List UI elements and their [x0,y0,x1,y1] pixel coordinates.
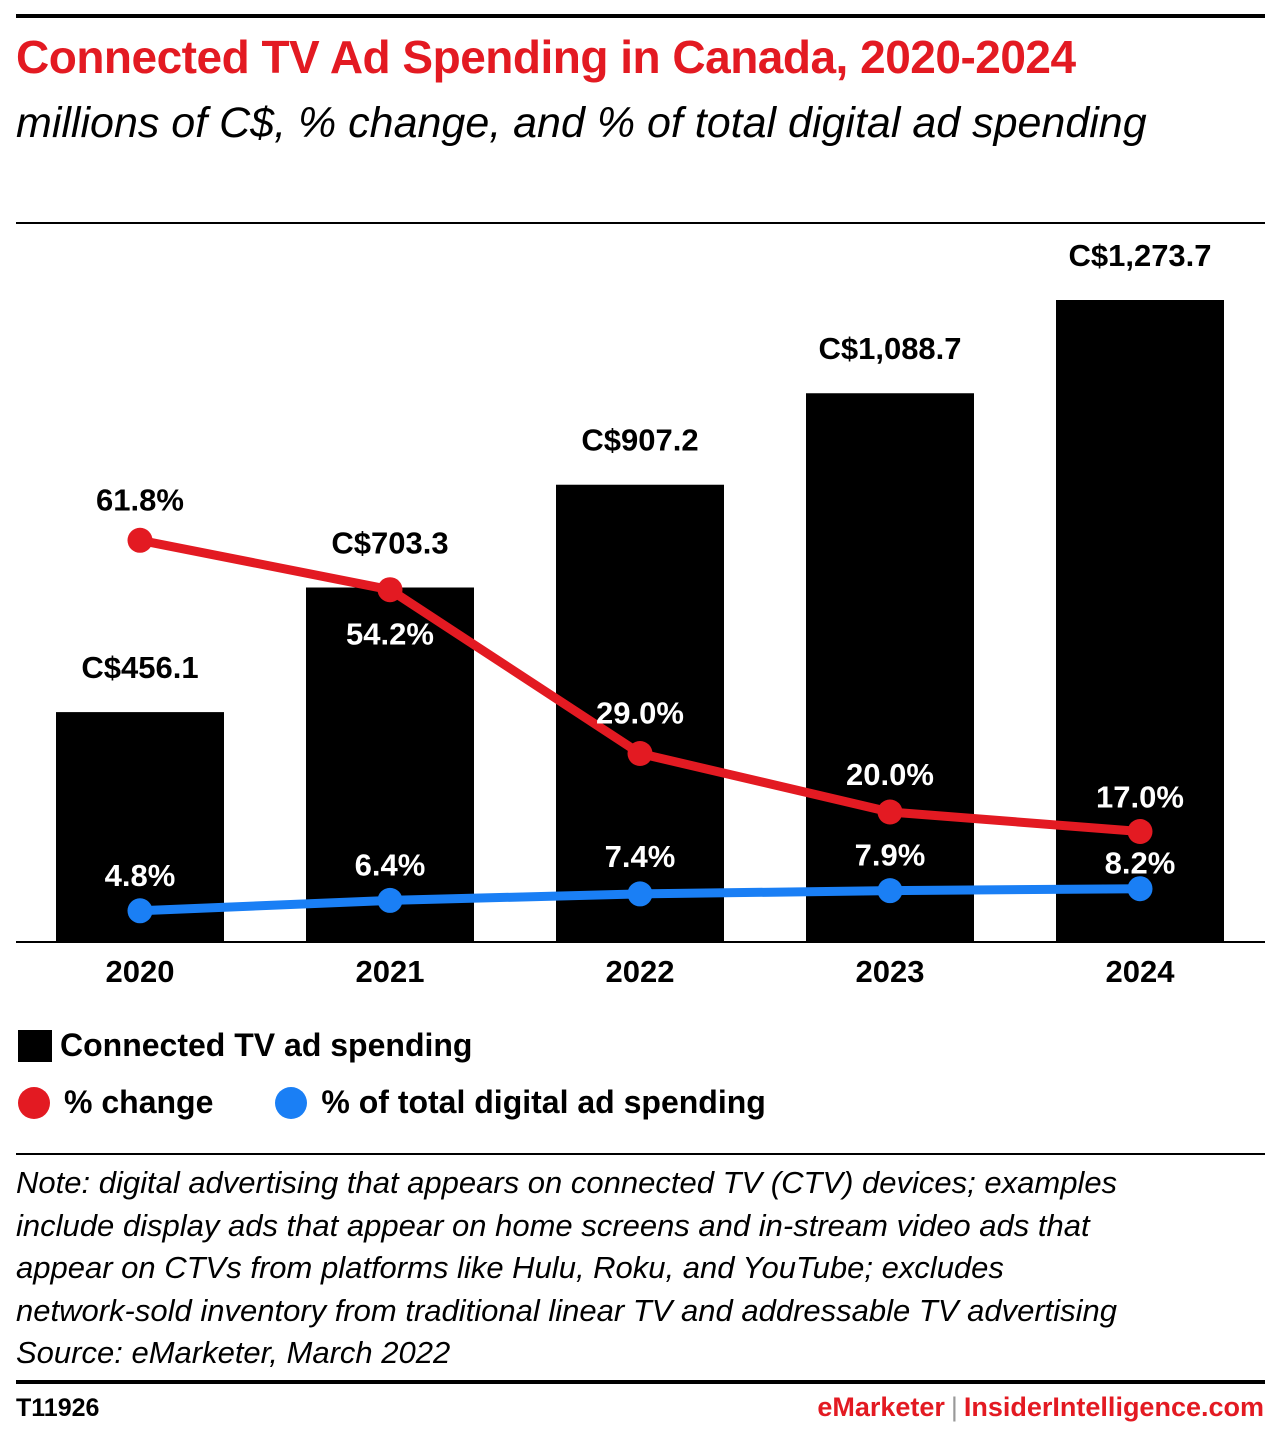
bar-2023 [806,393,974,942]
chart-title: Connected TV Ad Spending in Canada, 2020… [16,31,1076,83]
bar-value-label-2022: C$907.2 [581,423,698,458]
pct-digital-label-2020: 4.8% [105,858,176,893]
x-tick-label-2024: 2024 [1106,954,1176,989]
pct-digital-point-2023 [877,878,903,904]
data-labels-layer: C$456.1 C$703.3 C$907.2 C$1,088.7 C$1,273.7 6… [81,238,1211,893]
pct-change-label-2023: 20.0% [846,757,934,792]
note-line: Note: digital advertising that appears o… [16,1165,1118,1200]
bar-value-label-2023: C$1,088.7 [818,331,961,366]
note-line: network-sold inventory from traditional … [16,1292,1118,1328]
legend-item-share: % of total digital ad spending [275,1084,766,1121]
footer-brand: eMarketer | InsiderIntelligence.com [817,1392,1264,1423]
top-rule [16,14,1265,18]
brand-emarketer[interactable]: eMarketer [817,1392,945,1422]
legend-red-label: % change [64,1084,214,1120]
legend-bar-swatch [18,1029,52,1062]
pct-change-label-2024: 17.0% [1096,780,1184,815]
source-line: Source: eMarketer, March 2022 [16,1335,451,1370]
lines-layer [127,527,1153,924]
x-tick-label-2022: 2022 [606,954,675,989]
chart-code: T11926 [16,1394,100,1422]
x-tick-label-2021: 2021 [356,954,425,989]
legend-item-change: % change [18,1084,213,1121]
pct-digital-point-2020 [127,898,153,924]
brand-insider-intelligence[interactable]: InsiderIntelligence.com [963,1392,1264,1422]
x-tick-labels: 2020 2021 2022 2023 2024 [106,954,1176,989]
pct-digital-label-2023: 7.9% [855,838,926,873]
bar-2021 [306,587,474,942]
pct-change-label-2021: 54.2% [346,617,434,652]
legend-bar-label: Connected TV ad spending [60,1027,473,1063]
pct-change-label-2022: 29.0% [596,696,684,731]
pct-digital-point-2021 [377,887,403,913]
note-rule [16,1153,1265,1155]
note-line: include display ads that appear on home … [16,1207,1090,1243]
pct-digital-point-2022 [627,881,653,907]
pct-change-point-2024 [1127,819,1153,844]
subtitle-rule [16,222,1265,224]
pct-digital-label-2021: 6.4% [355,847,426,882]
x-tick-label-2020: 2020 [106,954,175,989]
chart-svg: 2020 2021 2022 2023 2024 C$456.1 C$703.3 C$907… [16,238,1265,989]
bar-value-label-2024: C$1,273.7 [1068,238,1211,273]
bottom-rule [16,1380,1265,1384]
note-line: appear on CTVs from platforms like Hulu,… [16,1250,1004,1285]
x-tick-label-2023: 2023 [856,954,925,989]
pct-change-point-2021 [377,577,403,603]
brand-separator: | [950,1392,958,1422]
legend-row-2: % change % of total digital ad spending [18,1084,828,1121]
legend-blue-label: % of total digital ad spending [321,1084,766,1120]
pct-digital-label-2022: 7.4% [605,839,676,874]
legend-red-dot [18,1086,50,1119]
pct-change-label-2020: 61.8% [96,482,184,517]
note-block: Note: digital advertising that appears o… [16,1162,1271,1375]
pct-change-point-2023 [877,799,903,825]
chart-subtitle: millions of C$, % change, and % of total… [16,99,1147,147]
bar-value-label-2021: C$703.3 [331,526,448,561]
pct-change-point-2022 [627,741,653,766]
pct-digital-point-2024 [1127,876,1153,902]
pct-digital-label-2024: 8.2% [1105,846,1176,881]
legend-row-1: Connected TV ad spending [18,1027,472,1064]
legend-blue-dot [275,1086,308,1119]
pct-change-point-2020 [127,527,153,553]
bar-value-label-2020: C$456.1 [81,650,198,685]
